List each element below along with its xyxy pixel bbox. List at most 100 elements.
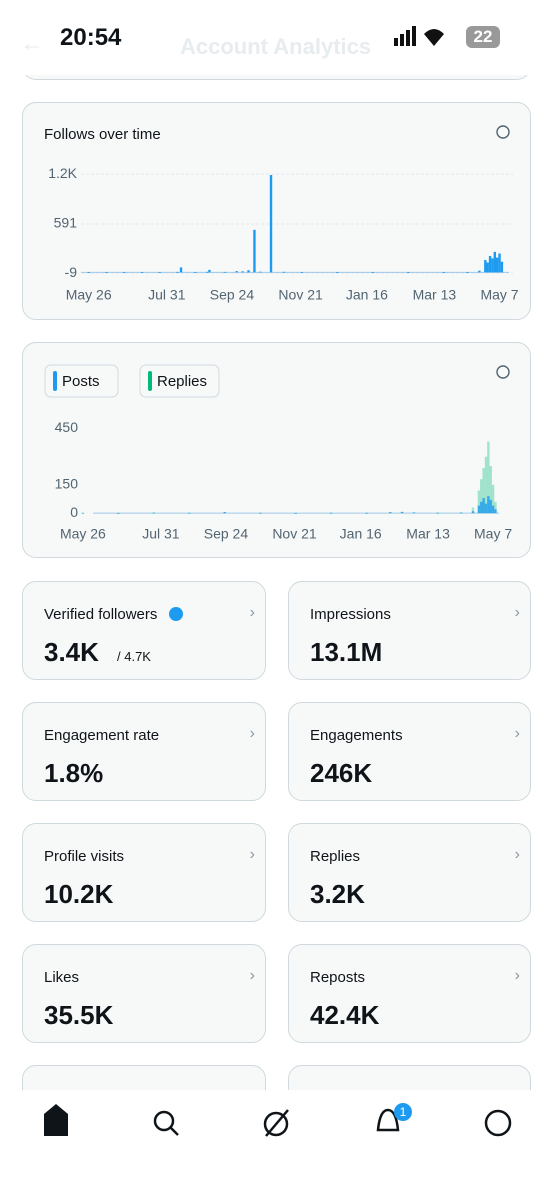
- legend-pill: [44, 364, 119, 398]
- bar: [488, 255, 492, 273]
- bar: [259, 271, 262, 273]
- follows-card: Follows over time 1.2K 591 -9 May 26 Jul 31 S…: [22, 102, 531, 320]
- bar: [484, 260, 487, 273]
- x-tick-label: Mar 13: [406, 526, 450, 542]
- x-tick-label: May 7: [480, 287, 518, 303]
- bar: [491, 505, 495, 514]
- bar: [389, 512, 392, 514]
- bar: [179, 267, 183, 273]
- bar: [480, 501, 483, 514]
- messages-icon[interactable]: [484, 1109, 512, 1137]
- bar: [495, 257, 499, 273]
- bar: [487, 441, 490, 514]
- x-tick-label: Nov 21: [278, 287, 323, 303]
- metric-label: Likes: [44, 969, 80, 986]
- info-icon[interactable]: [496, 125, 510, 139]
- metric-card[interactable]: Impressions 13.1M ›: [288, 581, 531, 680]
- bar: [259, 512, 262, 514]
- posts-card: 450 150 0 May 26 Jul 31 Sep 24 Nov 21 Jan 16 Mar…: [22, 342, 531, 558]
- metric-label: Reposts: [310, 969, 366, 986]
- bar: [294, 512, 297, 514]
- bar: [140, 272, 144, 273]
- bar: [482, 467, 485, 514]
- bar: [491, 484, 495, 514]
- search-icon[interactable]: [153, 1110, 175, 1132]
- metric-value: 3.4K: [44, 637, 99, 667]
- bar: [81, 512, 85, 514]
- x-tick-label: May 7: [474, 526, 512, 542]
- bar: [477, 490, 481, 514]
- nav-icons: 1: [44, 1103, 512, 1137]
- metric-label: Replies: [310, 848, 361, 865]
- metric-card[interactable]: Profile visits 10.2K ›: [22, 823, 266, 922]
- bar: [477, 505, 481, 514]
- chevron: ›: [514, 967, 520, 984]
- chart: Follows over time 1.2K 591 -9 May 26 Jul 31 S…: [44, 125, 519, 303]
- grok-icon[interactable]: [263, 1111, 289, 1137]
- back-arrow[interactable]: ←: [20, 30, 44, 57]
- bar: [407, 272, 410, 273]
- bar: [105, 272, 108, 273]
- x-tick-label: May 26: [60, 526, 106, 542]
- metric-value: 42.4K: [310, 1000, 380, 1030]
- bar: [371, 272, 375, 273]
- bar: [123, 271, 126, 273]
- bar: [494, 509, 497, 514]
- bar: [223, 271, 227, 273]
- legend-label: Posts: [62, 373, 100, 390]
- metric-value: 35.5K: [44, 1000, 114, 1030]
- y-tick-label: 450: [55, 419, 79, 435]
- y-tick-label: 150: [55, 476, 79, 492]
- metric-value: 1.8%: [44, 758, 104, 788]
- bar: [484, 456, 488, 514]
- bar: [486, 262, 489, 273]
- bar: [491, 258, 494, 273]
- bar: [489, 499, 492, 514]
- bar: [471, 511, 475, 514]
- chevron: ›: [249, 725, 255, 742]
- bar: [487, 496, 490, 514]
- metric-card[interactable]: Engagement rate 1.8% ›: [22, 702, 266, 801]
- bell-icon[interactable]: [376, 1108, 400, 1132]
- legend-pill: [139, 364, 220, 398]
- faded-header: Account Analytics: [180, 34, 372, 59]
- badge-count: 1: [400, 1105, 407, 1119]
- bar: [253, 229, 256, 273]
- metric-card[interactable]: Reposts 42.4K ›: [288, 944, 531, 1043]
- battery: 22: [466, 26, 500, 48]
- metric-card[interactable]: Engagements 246K ›: [288, 702, 531, 801]
- bar: [459, 512, 463, 514]
- x-tick-label: Jul 31: [148, 287, 186, 303]
- legend-swatch: [148, 371, 152, 391]
- x-tick-label: Mar 13: [413, 287, 457, 303]
- bar: [241, 271, 244, 273]
- bar: [494, 501, 497, 514]
- metric-label: Profile visits: [44, 848, 125, 865]
- chevron: ›: [249, 846, 255, 863]
- bar: [247, 270, 250, 273]
- metric-card[interactable]: Verified followers 3.4K / 4.7K ›: [22, 581, 266, 680]
- x-tick-label: Jul 31: [142, 526, 180, 542]
- bar: [117, 512, 120, 514]
- metric-value: 246K: [310, 758, 373, 788]
- info-icon[interactable]: [496, 365, 510, 379]
- y-tick-label: -9: [65, 264, 78, 280]
- metric-label: Engagement rate: [44, 727, 160, 744]
- metric-value: 13.1M: [310, 637, 383, 667]
- chart-title: Follows over time: [44, 126, 161, 143]
- legend-label: Replies: [157, 373, 207, 390]
- bar: [282, 271, 286, 273]
- x-tick-label: Sep 24: [204, 526, 249, 542]
- home-icon[interactable]: [44, 1104, 68, 1136]
- bar: [478, 270, 481, 273]
- bar: [466, 272, 469, 273]
- metric-card[interactable]: Replies 3.2K ›: [288, 823, 531, 922]
- metric-card[interactable]: Likes 35.5K ›: [22, 944, 266, 1043]
- bar: [194, 271, 197, 273]
- metric-value: 10.2K: [44, 879, 114, 909]
- y-tick-label: 0: [70, 504, 78, 520]
- chevron: ›: [249, 604, 255, 621]
- chevron: ›: [514, 725, 520, 742]
- bar: [176, 271, 179, 273]
